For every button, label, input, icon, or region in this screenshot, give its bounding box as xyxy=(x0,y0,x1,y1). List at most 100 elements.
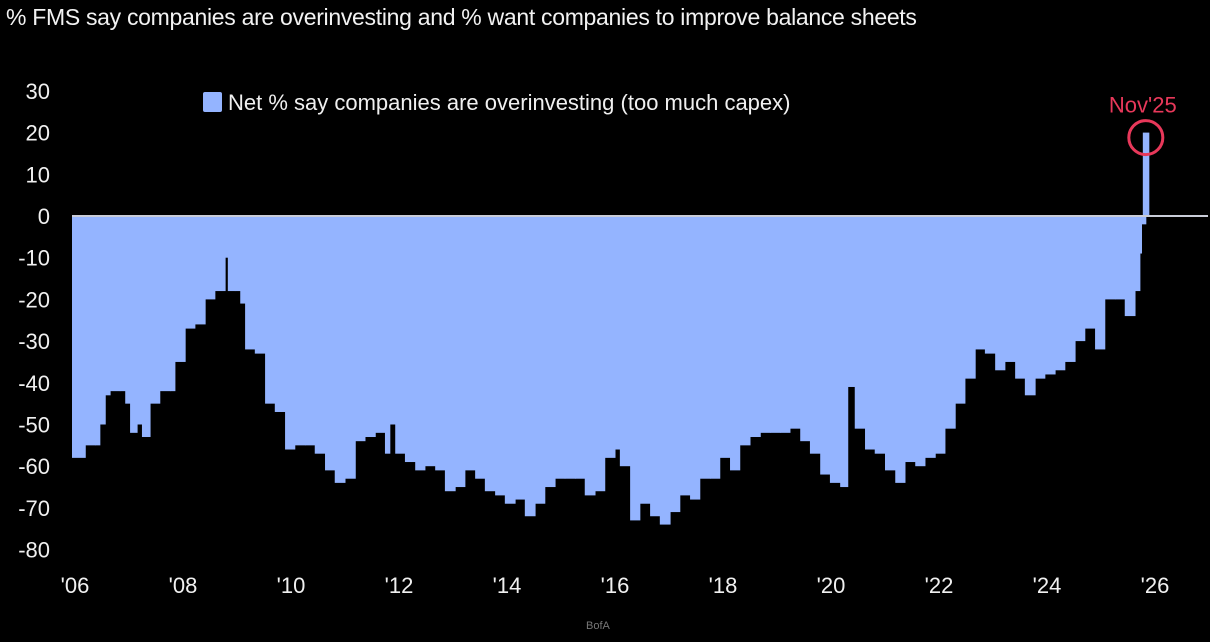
bar xyxy=(94,216,101,446)
bar xyxy=(789,216,801,429)
bar xyxy=(865,216,876,450)
y-axis: 30 20 10 0 -10 -20 -30 -40 -50 -60 -70 -80 xyxy=(18,79,50,563)
bar xyxy=(659,216,671,525)
legend-swatch xyxy=(203,92,222,112)
y-tick-label: 30 xyxy=(26,79,50,104)
bar xyxy=(125,216,131,404)
bar xyxy=(670,216,681,513)
bar xyxy=(544,216,556,488)
bar xyxy=(750,216,761,438)
bar xyxy=(245,216,256,350)
bar xyxy=(820,216,831,475)
bar xyxy=(904,216,916,463)
bar xyxy=(130,216,138,433)
bar xyxy=(809,216,821,454)
bar xyxy=(1024,216,1036,396)
bar xyxy=(847,216,856,387)
x-tick-label: '26 xyxy=(1141,573,1170,598)
bar xyxy=(1035,216,1046,379)
y-tick-label: -30 xyxy=(18,329,50,354)
bar xyxy=(780,216,791,433)
bar xyxy=(435,216,446,471)
bar xyxy=(464,216,476,471)
bar xyxy=(1064,216,1076,362)
bar xyxy=(225,216,229,258)
bar xyxy=(1124,216,1136,317)
bar xyxy=(555,216,566,479)
bar xyxy=(364,216,376,438)
bar xyxy=(1015,216,1026,379)
bar xyxy=(615,216,621,450)
bar xyxy=(984,216,996,354)
bar xyxy=(234,216,241,292)
y-tick-label: -60 xyxy=(18,454,50,479)
bar xyxy=(524,216,536,517)
bar xyxy=(639,216,651,504)
bar xyxy=(314,216,326,454)
bar xyxy=(194,216,206,325)
bar xyxy=(375,216,386,433)
bar xyxy=(769,216,781,433)
source-label: BofA xyxy=(586,620,610,632)
annotation-label: Nov'25 xyxy=(1109,93,1177,118)
bar xyxy=(254,216,266,354)
y-tick-label: -50 xyxy=(18,413,50,438)
bar xyxy=(72,216,86,458)
bar xyxy=(619,216,631,467)
bar xyxy=(119,216,126,392)
bar xyxy=(935,216,946,454)
bar xyxy=(840,216,849,488)
bar xyxy=(829,216,841,483)
x-tick-label: '16 xyxy=(601,573,630,598)
bar xyxy=(1004,216,1016,362)
bar xyxy=(1104,216,1116,300)
bar xyxy=(265,216,276,404)
bar xyxy=(944,216,956,429)
bar xyxy=(575,216,586,479)
x-tick-label: '20 xyxy=(817,573,846,598)
y-tick-label: 0 xyxy=(38,204,50,229)
x-tick-label: '24 xyxy=(1033,573,1062,598)
bar xyxy=(285,216,296,450)
bar xyxy=(1055,216,1066,371)
x-axis: '06 '08 '10 '12 '14 '16 '18 '20 '22 '24 '26 xyxy=(61,573,1170,598)
bar xyxy=(535,216,546,504)
bar xyxy=(564,216,576,479)
bar xyxy=(1115,216,1126,300)
bar xyxy=(384,216,391,454)
bar xyxy=(995,216,1006,371)
bar xyxy=(99,216,106,425)
bar xyxy=(800,216,811,442)
x-tick-label: '14 xyxy=(493,573,522,598)
bar xyxy=(1139,216,1142,254)
bar xyxy=(1095,216,1106,350)
bar xyxy=(679,216,691,496)
bar xyxy=(690,216,701,500)
bar xyxy=(227,216,236,292)
bar xyxy=(955,216,966,404)
bar xyxy=(305,216,316,446)
bar xyxy=(504,216,516,504)
annotation-circle xyxy=(1127,119,1165,157)
bar xyxy=(214,216,226,292)
y-tick-label: 10 xyxy=(26,162,50,187)
y-tick-label: -80 xyxy=(18,538,50,563)
bar xyxy=(584,216,596,496)
bar xyxy=(424,216,436,467)
x-tick-label: '12 xyxy=(385,573,414,598)
bar xyxy=(159,216,171,392)
bar xyxy=(455,216,466,488)
bar xyxy=(730,216,741,471)
bar xyxy=(395,216,406,454)
y-tick-label: -70 xyxy=(18,496,50,521)
bar xyxy=(854,216,866,429)
bar xyxy=(699,216,711,479)
chart-title: % FMS say companies are overinvesting an… xyxy=(6,4,917,30)
bar xyxy=(345,216,356,479)
bar xyxy=(595,216,606,492)
bar xyxy=(924,216,936,458)
bar xyxy=(240,216,246,304)
bars-group xyxy=(72,132,1150,525)
bar xyxy=(325,216,336,471)
bar xyxy=(415,216,426,471)
